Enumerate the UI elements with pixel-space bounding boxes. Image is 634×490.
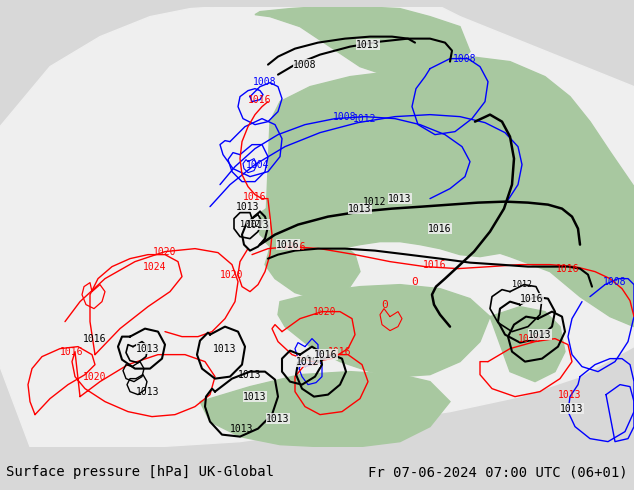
- Text: 1016: 1016: [283, 242, 307, 252]
- Text: Surface pressure [hPa] UK-Global: Surface pressure [hPa] UK-Global: [6, 465, 274, 479]
- Text: 1013: 1013: [388, 194, 411, 204]
- Text: 1016: 1016: [328, 346, 352, 357]
- Text: 1013: 1013: [236, 201, 260, 212]
- Text: 1008: 1008: [603, 277, 627, 287]
- Text: 1016: 1016: [556, 264, 579, 273]
- Text: 1012: 1012: [353, 114, 377, 123]
- Text: 1008: 1008: [453, 53, 477, 64]
- Text: 1024: 1024: [143, 262, 167, 271]
- Text: 1013: 1013: [266, 414, 290, 424]
- Text: 1013: 1013: [230, 424, 254, 434]
- Polygon shape: [265, 237, 360, 298]
- Text: 1012: 1012: [363, 196, 387, 207]
- Text: 1004: 1004: [246, 160, 269, 170]
- Polygon shape: [200, 371, 450, 446]
- Text: 1013: 1013: [348, 204, 372, 214]
- Text: 1016: 1016: [314, 350, 338, 360]
- Text: 1016: 1016: [428, 223, 452, 234]
- Text: 1013: 1013: [238, 369, 262, 380]
- Text: 1020: 1020: [153, 246, 177, 257]
- Text: 1016: 1016: [518, 334, 541, 343]
- Text: 1016: 1016: [83, 334, 107, 343]
- Text: 1016: 1016: [249, 95, 272, 105]
- Text: 1016: 1016: [60, 346, 84, 357]
- Text: 1016: 1016: [243, 192, 267, 201]
- Text: 1020: 1020: [83, 371, 107, 382]
- Text: 1013: 1013: [243, 392, 267, 402]
- Polygon shape: [490, 307, 565, 382]
- Text: 1012: 1012: [512, 280, 532, 289]
- Text: 0: 0: [411, 277, 418, 287]
- Polygon shape: [430, 57, 634, 327]
- Text: 1013: 1013: [136, 387, 160, 396]
- Text: 1013: 1013: [213, 343, 236, 354]
- Polygon shape: [255, 7, 470, 82]
- Polygon shape: [258, 205, 282, 242]
- Text: 1016: 1016: [424, 260, 447, 270]
- Text: 1013: 1013: [560, 404, 584, 414]
- Polygon shape: [0, 7, 634, 446]
- Text: 1013: 1013: [356, 40, 380, 49]
- Text: 1016: 1016: [276, 240, 300, 249]
- Text: 1016: 1016: [521, 294, 544, 304]
- Text: Fr 07-06-2024 07:00 UTC (06+01): Fr 07-06-2024 07:00 UTC (06+01): [368, 465, 628, 479]
- Text: 1008: 1008: [333, 112, 357, 122]
- Text: 1020: 1020: [220, 270, 243, 280]
- Polygon shape: [265, 72, 570, 262]
- Text: 1008: 1008: [253, 76, 277, 87]
- Polygon shape: [278, 285, 490, 377]
- Text: 1012: 1012: [296, 357, 320, 367]
- Text: 1013: 1013: [528, 330, 552, 340]
- Text: 1013: 1013: [246, 220, 269, 230]
- Text: 1013: 1013: [136, 343, 160, 354]
- Text: 1013: 1013: [559, 390, 582, 400]
- Text: 0: 0: [382, 299, 389, 310]
- Text: 1012: 1012: [240, 220, 260, 229]
- Text: 1020: 1020: [313, 307, 337, 317]
- Text: 1008: 1008: [294, 60, 317, 70]
